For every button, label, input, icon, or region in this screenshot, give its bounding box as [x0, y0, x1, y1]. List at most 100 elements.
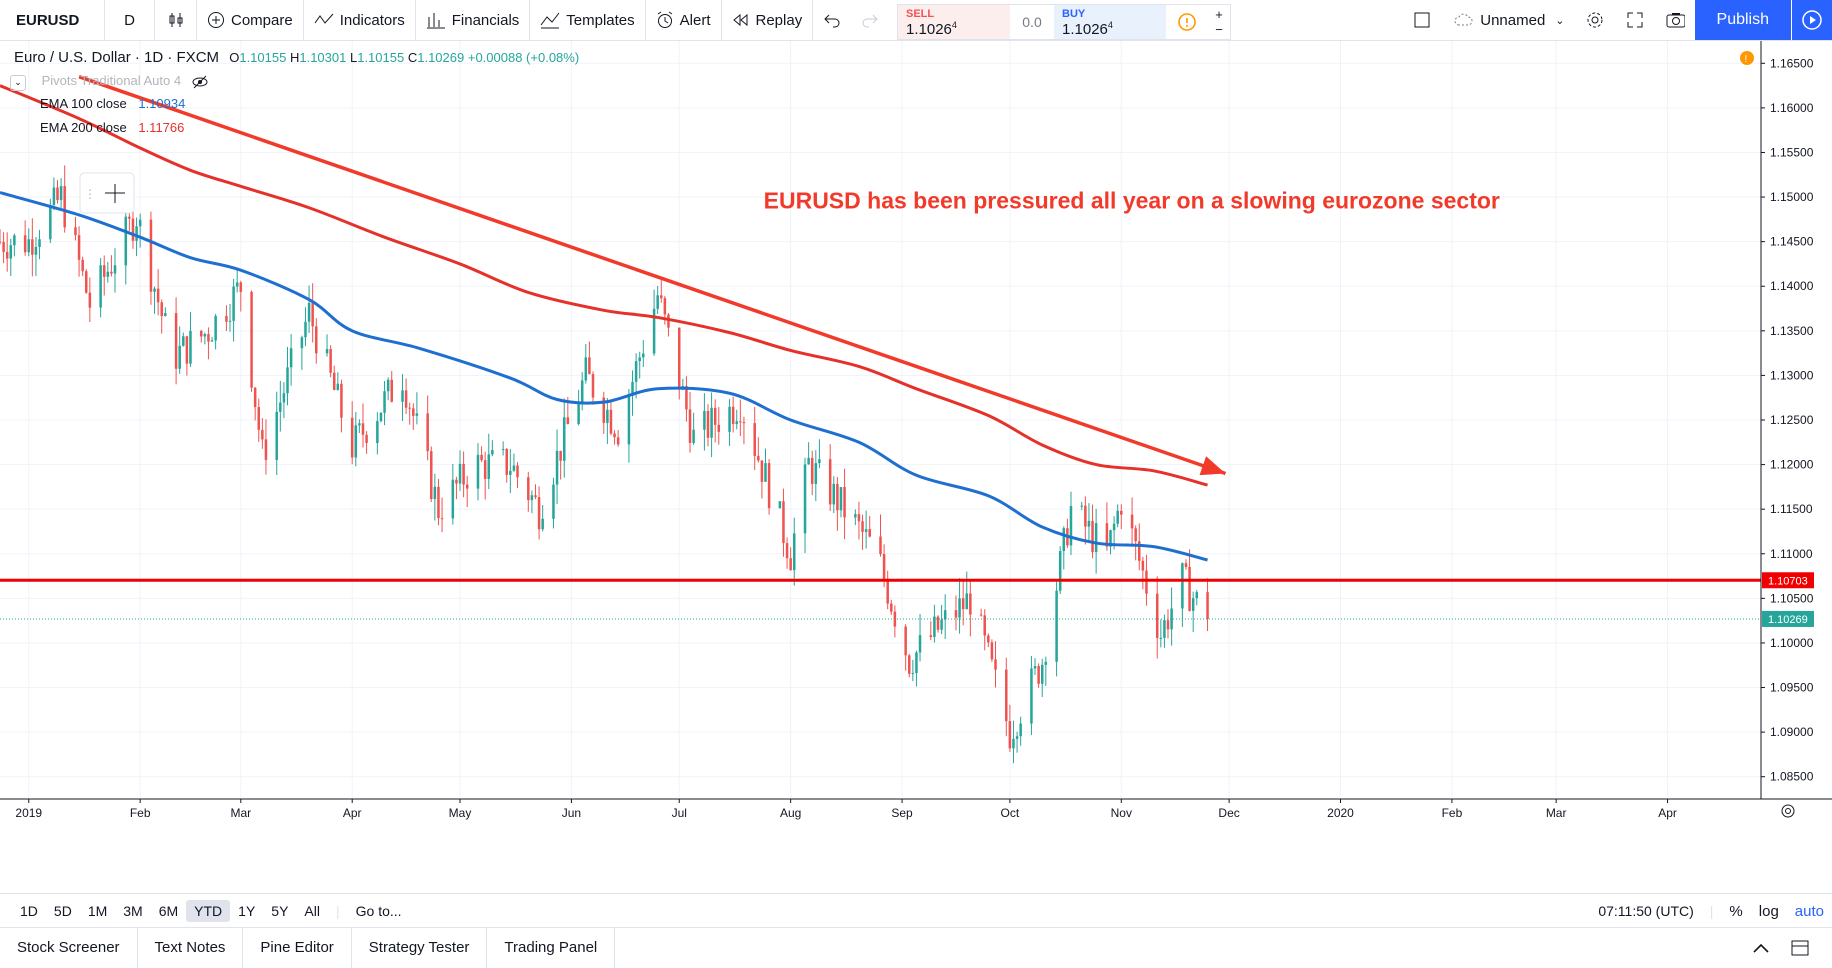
range-button-5d[interactable]: 5D: [53, 903, 72, 919]
range-button-6m[interactable]: 6M: [158, 903, 179, 919]
candle: [451, 463, 455, 525]
trade-info-button[interactable]: [1166, 5, 1208, 39]
price-tick-label: 1.14500: [1770, 235, 1814, 249]
fullscreen-layout-button[interactable]: [1400, 0, 1444, 40]
alert-button[interactable]: Alert: [646, 0, 722, 40]
candle: [541, 504, 544, 532]
undo-button[interactable]: [813, 0, 851, 40]
candle: [606, 398, 609, 444]
range-button-1d[interactable]: 1D: [20, 903, 38, 919]
sell-button[interactable]: SELL 1.10264: [898, 5, 1010, 39]
candle-body: [286, 367, 289, 394]
chart-annotation-text[interactable]: EURUSD has been pressured all year on a …: [764, 188, 1500, 214]
goto-date-button[interactable]: Go to...: [355, 903, 402, 919]
candle: [994, 641, 997, 688]
fullscreen-button[interactable]: [1615, 0, 1655, 40]
panel-tab-stock-screener[interactable]: Stock Screener: [0, 928, 138, 968]
trend-arrow[interactable]: [78, 75, 1227, 476]
open-value: 1.10155: [239, 50, 287, 65]
range-button-5y[interactable]: 5Y: [271, 903, 289, 919]
square-icon: [1414, 12, 1430, 28]
candle-body: [703, 410, 706, 430]
candle: [854, 509, 857, 526]
candle-body: [943, 610, 947, 620]
ideas-stream-button[interactable]: [1791, 0, 1832, 40]
drawing-handle[interactable]: ⋮: [79, 172, 135, 214]
settings-button[interactable]: [1575, 0, 1615, 40]
candle: [509, 448, 512, 494]
templates-button[interactable]: Templates: [530, 0, 646, 40]
layout-name-button[interactable]: Unnamed ⌄: [1444, 0, 1574, 40]
candle-body: [149, 219, 153, 292]
price-tick-label: 1.08500: [1770, 770, 1814, 784]
range-button-1y[interactable]: 1Y: [238, 903, 256, 919]
range-button-all[interactable]: All: [304, 903, 320, 919]
candle: [1062, 526, 1066, 570]
date-range-buttons: 1D 5D 1M 3M 6M YTD 1Y 5Y All: [12, 900, 328, 922]
candle: [1012, 720, 1015, 764]
alert-dot-icon[interactable]: [1740, 51, 1754, 65]
candle: [235, 268, 239, 293]
candle-body: [59, 186, 63, 201]
panel-tab-strategy-tester[interactable]: Strategy Tester: [352, 928, 488, 968]
range-button-3m[interactable]: 3M: [123, 903, 143, 919]
candle: [857, 501, 861, 540]
financials-button[interactable]: Financials: [416, 0, 531, 40]
quantity-minus-button[interactable]: −: [1215, 22, 1223, 37]
range-button-1m[interactable]: 1M: [87, 903, 108, 919]
log-scale-toggle[interactable]: log: [1758, 902, 1779, 920]
redo-button[interactable]: [851, 0, 889, 40]
candle-body: [735, 421, 739, 425]
replay-button[interactable]: Replay: [722, 0, 814, 40]
chart-style-button[interactable]: [155, 0, 197, 40]
symbol-search[interactable]: EURUSD: [0, 0, 105, 40]
chevron-up-icon[interactable]: [1752, 942, 1770, 954]
compare-label: Compare: [231, 11, 293, 29]
pivots-indicator-row[interactable]: ⌄ Pivots Traditional Auto 4: [10, 73, 209, 91]
auto-scale-toggle[interactable]: auto: [1794, 902, 1824, 920]
candle-body: [480, 454, 483, 461]
maximize-panel-icon[interactable]: [1790, 939, 1810, 957]
candle: [818, 439, 821, 469]
buy-button[interactable]: BUY 1.10264: [1054, 5, 1166, 39]
price-axis[interactable]: 1.16500 1.16000 1.15500 1.15000 1.14500 1.140…: [1761, 56, 1814, 784]
price-chart[interactable]: EURUSD has been pressured all year on a …: [0, 41, 1832, 893]
time-axis[interactable]: 2019 Feb Mar Apr May Jun Jul Aug Sep Oct Nov Dec 202…: [15, 799, 1677, 820]
axis-settings-gear-icon[interactable]: [1781, 804, 1795, 818]
indicators-button[interactable]: Indicators: [304, 0, 416, 40]
time-tick-label: Apr: [1658, 806, 1677, 820]
candle: [642, 339, 645, 367]
candle-body: [153, 288, 156, 292]
candle: [764, 448, 767, 483]
candle-body: [386, 379, 390, 392]
candle-body: [685, 386, 688, 410]
snapshot-button[interactable]: [1655, 0, 1695, 40]
legend-title[interactable]: Euro / U.S. Dollar · 1D · FXCM: [14, 49, 220, 66]
candle-body: [706, 410, 710, 438]
panel-tab-text-notes[interactable]: Text Notes: [138, 928, 244, 968]
utc-clock[interactable]: 07:11:50 (UTC): [1598, 903, 1694, 919]
panel-tabs: Stock Screener Text Notes Pine Editor Strat…: [0, 928, 616, 968]
play-circle-icon: [1802, 10, 1822, 30]
publish-button[interactable]: Publish: [1694, 0, 1791, 40]
interval-selector[interactable]: D: [105, 0, 155, 40]
ema200-indicator-row[interactable]: EMA 200 close 1.11766: [40, 120, 184, 135]
panel-tab-pine-editor[interactable]: Pine Editor: [243, 928, 352, 968]
eye-hidden-icon[interactable]: [191, 75, 209, 89]
percent-scale-toggle[interactable]: %: [1729, 902, 1743, 920]
quantity-plus-button[interactable]: +: [1215, 7, 1223, 22]
candle: [253, 387, 257, 421]
candle: [760, 460, 764, 499]
collapse-chevron-icon[interactable]: ⌄: [10, 75, 26, 91]
open-label: O: [229, 50, 240, 65]
candle: [879, 514, 882, 557]
price-tick-label: 1.12500: [1770, 413, 1814, 427]
ema100-indicator-row[interactable]: EMA 100 close 1.10934: [40, 96, 185, 111]
candle-body: [562, 417, 566, 461]
candle-body: [63, 186, 66, 228]
price-tick-label: 1.15500: [1770, 145, 1814, 159]
panel-tab-trading-panel[interactable]: Trading Panel: [487, 928, 616, 968]
compare-button[interactable]: Compare: [197, 0, 304, 40]
range-button-ytd[interactable]: YTD: [186, 900, 231, 922]
candle-body: [282, 393, 286, 403]
